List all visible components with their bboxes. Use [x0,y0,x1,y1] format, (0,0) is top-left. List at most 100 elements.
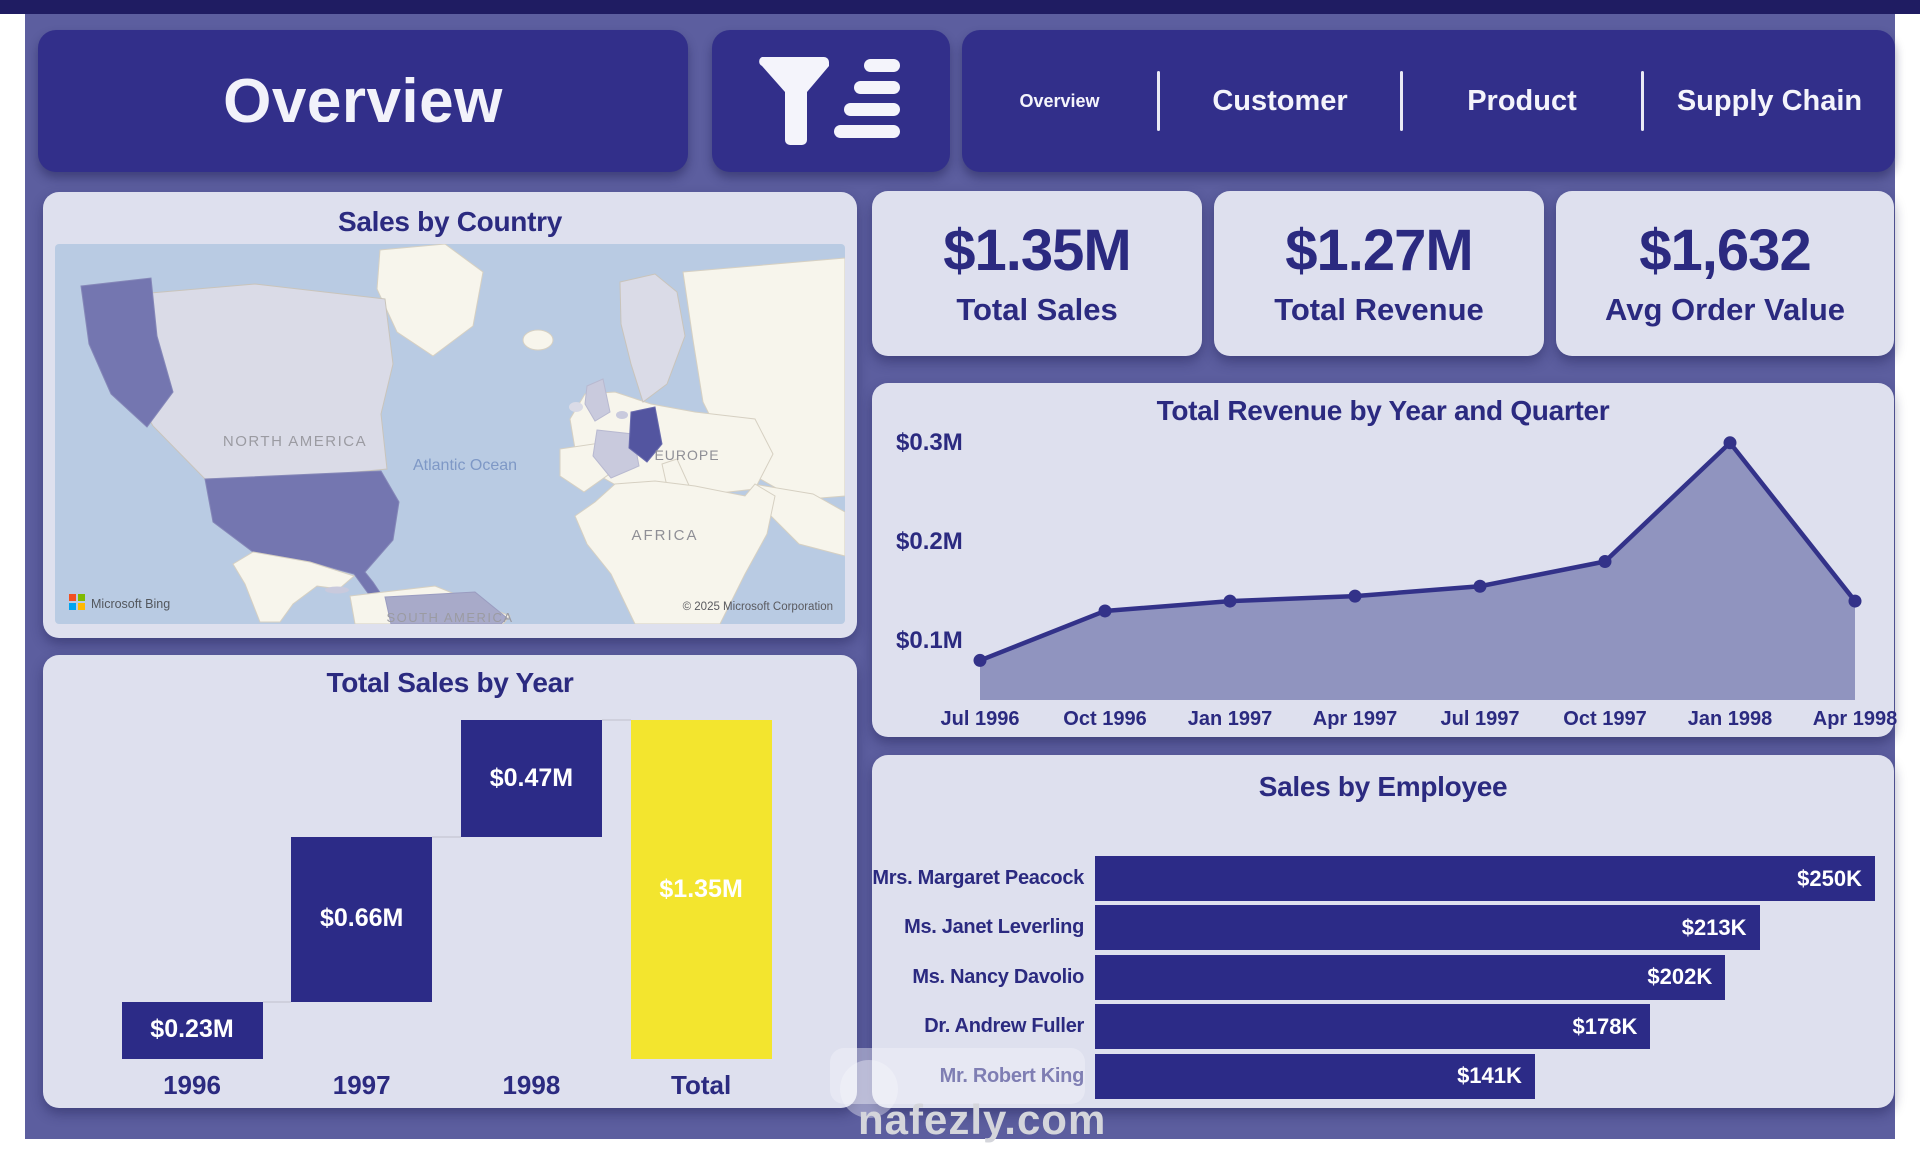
kpi-value-avg-order-value: $1,632 [1639,217,1811,283]
employee-title: Sales by Employee [1258,771,1508,802]
map-brazil [384,591,508,624]
map-label-europe: EUROPE [654,447,719,463]
waterfall-category-label: 1998 [502,1070,561,1100]
map-cuba [325,586,349,594]
filter-funnel-icon [759,57,900,145]
filter-button[interactable] [712,30,950,172]
waterfall-bar-value-label: $1.35M [659,874,743,903]
employee-value-label: $178K [1572,1013,1638,1039]
area-plot: $0.1M $0.2M $0.3M Jul 1996 Oct 1996 Jan 1997 A… [872,383,1897,737]
waterfall-connector [601,719,631,721]
map-title: Sales by Country [338,206,562,237]
waterfall-title: Total Sales by Year [326,667,574,698]
employee-name-label: Ms. Janet Leverling [904,916,1084,939]
area-xtick-label: Jul 1996 [940,708,1020,730]
area-data-point [1223,594,1237,608]
map-benelux [616,411,628,419]
kpi-label-avg-order-value: Avg Order Value [1604,292,1846,328]
map-label-africa: AFRICA [631,527,698,544]
nav-tab-supply-chain-label: Supply Chain [1676,84,1863,117]
area-data-point [1473,579,1487,593]
nav-tab-product-label: Product [1467,84,1577,117]
employee-name-label: Dr. Andrew Fuller [924,1015,1084,1038]
employee-name-label: Ms. Nancy Davolio [912,965,1084,988]
waterfall-bar-1996: $0.23M [121,1001,263,1059]
employee-bar: $213K [1095,905,1760,951]
kpi-label-total-revenue: Total Revenue [1274,292,1484,328]
kpi-value-total-revenue: $1.27M [1285,217,1473,283]
waterfall-bar-value-label: $0.66M [319,904,404,933]
waterfall-connector [432,836,461,839]
waterfall-bar-Total: $1.35M [630,720,772,1059]
map-label-north-america: NORTH AMERICA [223,433,367,450]
area-xtick-label: Oct 1997 [1563,708,1647,730]
waterfall-connector [262,1000,292,1003]
world-map[interactable]: NORTH AMERICA Atlantic Ocean EUROPE AFRI… [55,244,845,624]
kpi-card-total-revenue: $1.27M Total Revenue [1214,191,1544,356]
nav-tab-customer-label: Customer [1212,84,1348,117]
world-map-svg: NORTH AMERICA Atlantic Ocean EUROPE AFRI… [55,244,845,624]
employee-bar: $250K [1095,856,1875,901]
nav-tab-product[interactable]: Product [1403,30,1641,172]
bing-logo-label: Microsoft Bing [91,597,170,611]
area-data-point [1848,594,1862,608]
kpi-card-avg-order-value: $1,632 Avg Order Value [1556,191,1894,356]
map-greenland [376,244,484,357]
map-alaska [80,277,174,428]
area-title: Total Revenue by Year and Quarter [1156,395,1610,426]
map-germany [628,406,663,463]
area-data-point [973,653,987,667]
employee-bar: $202K [1095,954,1726,1000]
nav-tab-customer[interactable]: Customer [1160,30,1400,172]
waterfall-category-label: Total [671,1070,732,1100]
nav-separator [1157,71,1160,131]
area-xtick-label: Apr 1997 [1312,708,1398,730]
map-label-south-america: SOUTH AMERICA [386,610,513,624]
map-africa-land [574,480,776,624]
area-card: Total Revenue by Year and Quarter $0.1M $… [872,383,1897,737]
area-xtick-label: Jul 1997 [1440,708,1520,730]
revenue-area-svg [973,436,1862,700]
top-strip [0,0,1920,14]
waterfall-bar-1997: $0.66M [291,837,433,1002]
nav-bar: Overview Customer Product Supply Chain [962,30,1895,172]
employee-bar: $178K [1095,1004,1651,1050]
area-data-point [1098,604,1112,618]
page-title: Overview [223,66,503,136]
map-iceland [522,329,554,351]
waterfall-category-label: 1996 [163,1070,221,1100]
employee-bar: $141K [1095,1053,1535,1099]
area-data-point [1348,589,1362,603]
area-data-point [1598,555,1612,568]
area-ytick-label: $0.1M [896,626,963,654]
area-ytick-label: $0.2M [896,527,963,555]
nav-tab-overview-label: Overview [1019,90,1100,111]
waterfall-bar-value-label: $0.47M [489,763,574,792]
area-xtick-label: Jan 1998 [1687,708,1773,730]
map-card: Sales by Country [43,192,857,638]
employee-value-label: $213K [1681,914,1747,940]
kpi-card-total-sales: $1.35M Total Sales [872,191,1202,356]
nav-tab-overview[interactable]: Overview [962,30,1157,172]
bing-logo[interactable]: Microsoft Bing [69,594,170,611]
page-title-card: Overview [38,30,688,172]
employee-value-label: $250K [1797,865,1862,891]
waterfall-category-label: 1997 [332,1070,391,1100]
kpi-value-total-sales: $1.35M [943,217,1131,283]
area-ytick-label: $0.3M [896,428,963,456]
employee-value-label: $202K [1647,964,1713,990]
employee-card: Sales by Employee Mrs. Margaret Peacock $… [872,755,1894,1108]
nav-tab-supply-chain[interactable]: Supply Chain [1644,30,1895,172]
microsoft-logo-icon [69,594,76,601]
employee-name-label: Mrs. Margaret Peacock [872,867,1084,889]
employee-value-label: $141K [1457,1063,1522,1089]
employee-rows: Mrs. Margaret Peacock $250K Ms. Janet Leve… [872,755,1894,1108]
kpi-label-total-sales: Total Sales [956,292,1118,328]
map-ireland [569,402,583,412]
waterfall-bar-1998: $0.47M [460,720,602,838]
employee-name-label: Mr. Robert King [939,1064,1085,1087]
area-xtick-label: Apr 1998 [1812,708,1898,730]
map-uk [584,378,611,422]
map-label-atlantic-ocean: Atlantic Ocean [413,457,517,474]
